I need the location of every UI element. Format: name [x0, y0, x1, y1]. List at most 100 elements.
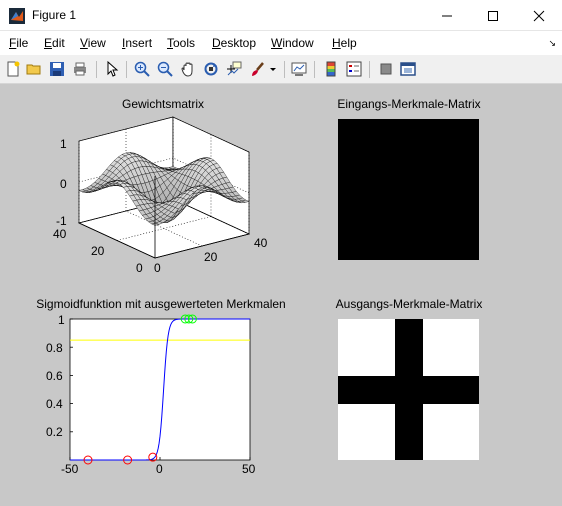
weights-surface-patch [185, 164, 194, 170]
insert-legend-button[interactable] [345, 60, 363, 78]
weights-surface-patch [148, 180, 157, 191]
weights-surface-patch [120, 160, 128, 169]
weights-surface-patch [144, 203, 152, 212]
weights-surface-patch [195, 165, 203, 173]
menu-dock-arrow-icon[interactable]: ↘ [548, 38, 556, 48]
menu-tools[interactable]: Tools [167, 36, 196, 50]
sigmoid-plot[interactable] [69, 314, 251, 465]
weights-surface-patch [98, 186, 106, 190]
weights-surface-patch [234, 198, 243, 202]
weights-surface-patch [146, 161, 155, 168]
weights-surface-patch [129, 176, 138, 185]
weights-surface-patch [187, 162, 196, 166]
weights-gridline [78, 116, 174, 142]
weights-surface-patch [205, 166, 213, 174]
rotate-3d-button[interactable] [202, 60, 220, 78]
weights-surface-patch [124, 187, 132, 194]
weights-surface-patch [187, 187, 196, 191]
weights-surface-patch [154, 209, 163, 216]
weights-surface-patch [118, 180, 126, 183]
link-plot-button[interactable] [290, 60, 308, 78]
weights-surface-patch [147, 160, 156, 166]
output-matrix-image[interactable] [338, 319, 479, 460]
weights-surface-patch [149, 200, 158, 206]
sigmoid-axes-title: Sigmoidfunktion mit ausgewerteten Merkma… [36, 297, 286, 311]
menu-window[interactable]: Window [271, 36, 314, 50]
weights-surface-patch [142, 160, 151, 167]
weights-surface-patch [175, 202, 183, 210]
weights-surface-patch [156, 202, 164, 204]
weights-surface-patch [123, 187, 132, 193]
zoom-in-button[interactable] [133, 60, 151, 78]
menu-view[interactable]: View [80, 36, 106, 50]
weights-surface-patch [211, 189, 219, 194]
weights-surface-patch [144, 199, 153, 204]
hide-plot-tools-button[interactable] [377, 60, 395, 78]
weights-surface-patch [144, 181, 153, 192]
weights-surface-patch [197, 174, 206, 184]
weights-surface-patch [188, 186, 197, 191]
brush-button[interactable] [248, 60, 266, 78]
weights-surface-patch [157, 212, 166, 220]
edit-plot-button[interactable] [103, 60, 121, 78]
weights-surface-patch [209, 160, 218, 165]
weights-surface-patch [177, 167, 185, 170]
weights-surface-patch [125, 182, 133, 188]
weights-surface-patch [85, 189, 94, 192]
weights-surface-patch [169, 169, 177, 172]
weights-surface-patch [219, 194, 227, 199]
weights-surface-patch [170, 214, 179, 221]
brush-dropdown-icon [270, 68, 276, 71]
weights-surface-patch [134, 187, 143, 194]
print-figure-button[interactable] [71, 60, 89, 78]
menu-help[interactable]: Help [332, 36, 357, 50]
weights-surface-patch [163, 220, 172, 223]
menu-edit[interactable]: Edit [44, 36, 65, 50]
open-file-button[interactable] [25, 60, 43, 78]
menu-file[interactable]: File [9, 36, 29, 50]
weights-surface-patch [134, 194, 142, 203]
weights-surface-patch [157, 167, 166, 172]
y-tick-label: 20 [91, 244, 105, 258]
new-figure-button[interactable] [4, 60, 22, 78]
weights-surface-patch [204, 189, 213, 192]
maximize-button[interactable] [470, 0, 516, 31]
weights-surface-patch [216, 192, 224, 196]
weights-surface-patch [214, 185, 222, 191]
weights-surface-patch [183, 190, 192, 195]
weights-surface-patch [151, 210, 159, 217]
weights-surface-patch [182, 193, 191, 200]
close-button[interactable] [516, 0, 562, 31]
input-matrix-image[interactable] [338, 119, 479, 260]
open-file-icon [26, 64, 41, 75]
data-cursor-button[interactable] [225, 60, 243, 78]
weights-surface-patch [218, 192, 226, 198]
weights-surface-patch [90, 181, 99, 188]
zoom-out-button[interactable] [156, 60, 174, 78]
weights-surface-patch [176, 204, 185, 213]
weights-surface-patch [146, 206, 155, 216]
insert-colorbar-button[interactable] [322, 60, 340, 78]
weights-surface-patch [196, 182, 205, 190]
weights-surface-patch [113, 182, 123, 186]
weights-surface-patch [202, 190, 210, 193]
weights-surface-patch [150, 208, 158, 216]
weights-surface-patch [193, 189, 202, 194]
minimize-button[interactable] [424, 0, 470, 31]
menu-insert[interactable]: Insert [122, 36, 153, 50]
weights-surface-patch [184, 168, 193, 177]
weights-surface-patch [169, 196, 177, 208]
save-figure-button[interactable] [48, 60, 66, 78]
weights-surface-patch [116, 184, 125, 188]
weights-surface-patch [151, 162, 160, 167]
weights-surface-patch [149, 211, 158, 217]
weights-surface-patch [188, 196, 196, 205]
weights-surface-patch [149, 161, 157, 166]
weights-surface-patch [104, 181, 112, 185]
toolbar-separator [369, 61, 370, 78]
menu-desktop[interactable]: Desktop [212, 36, 257, 50]
weights-surface-patch [173, 189, 181, 201]
pan-button[interactable] [179, 60, 197, 78]
brush-dropdown-button[interactable] [268, 60, 278, 78]
show-plot-tools-button[interactable] [399, 60, 417, 78]
